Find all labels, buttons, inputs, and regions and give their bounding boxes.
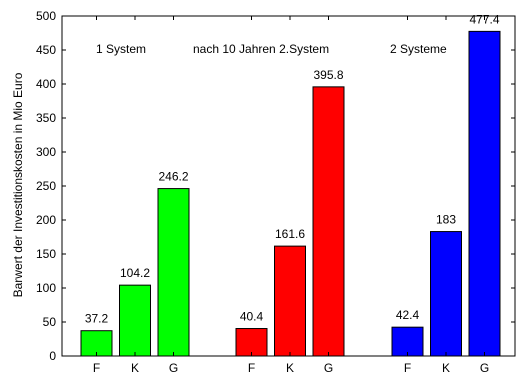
- group-annotation: nach 10 Jahren 2.System: [193, 42, 329, 56]
- data-label: 477.4: [469, 12, 499, 26]
- x-tick-label: K: [442, 361, 450, 375]
- data-label: 183: [436, 213, 456, 227]
- y-tick-label: 300: [36, 145, 56, 159]
- x-tick-label: G: [480, 361, 489, 375]
- y-tick-label: 400: [36, 77, 56, 91]
- bar-3-f: [391, 326, 424, 357]
- x-tick-label: K: [286, 361, 294, 375]
- x-tick-label: F: [404, 361, 411, 375]
- bar-2-f: [235, 328, 268, 357]
- group-annotation: 1 System: [96, 42, 146, 56]
- y-tick-label: 200: [36, 213, 56, 227]
- y-tick-label: 50: [43, 315, 57, 329]
- data-label: 37.2: [85, 312, 109, 326]
- group-annotation: 2 Systeme: [390, 42, 447, 56]
- bar-1-k: [119, 284, 151, 357]
- x-tick-label: K: [131, 361, 139, 375]
- bar-3-k: [430, 231, 462, 357]
- bars-layer: [80, 30, 501, 357]
- data-label: 40.4: [240, 310, 264, 324]
- bar-1-f: [80, 330, 113, 357]
- y-tick-label: 0: [49, 349, 56, 363]
- y-tick-label: 350: [36, 111, 56, 125]
- y-tick-label: 150: [36, 247, 56, 261]
- bar-2-g: [312, 86, 345, 357]
- y-tick-label: 100: [36, 281, 56, 295]
- data-label: 246.2: [158, 170, 188, 184]
- bar-1-g: [157, 188, 190, 357]
- y-tick-label: 250: [36, 179, 56, 193]
- y-tick-label: 450: [36, 43, 56, 57]
- x-tick-label: G: [169, 361, 178, 375]
- x-tick-label: F: [93, 361, 100, 375]
- data-label: 395.8: [313, 68, 343, 82]
- x-tick-label: F: [248, 361, 255, 375]
- x-tick-label: G: [324, 361, 333, 375]
- data-label: 42.4: [396, 308, 420, 322]
- labels-layer: 37.2 F 104.2 K 246.2 G 1 System 40.4 F 161.6 K 395.…: [36, 9, 500, 375]
- bar-2-k: [274, 245, 306, 357]
- data-label: 104.2: [120, 266, 150, 280]
- y-axis-label: Barwert der Investitionskosten in Mio Eu…: [11, 72, 25, 297]
- y-tick-label: 500: [36, 9, 56, 23]
- bar-3-g: [468, 30, 501, 357]
- data-label: 161.6: [275, 227, 305, 241]
- axes-layer: [61, 15, 516, 357]
